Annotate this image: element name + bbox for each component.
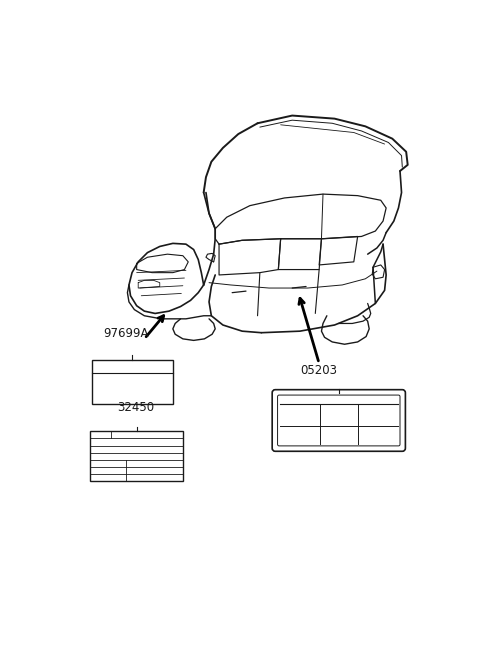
Text: 97699A: 97699A [104,328,149,341]
FancyBboxPatch shape [272,390,406,451]
Text: 32450: 32450 [118,401,155,413]
Bar [92,360,173,404]
Text: 05203: 05203 [300,364,337,377]
Bar [90,431,183,481]
